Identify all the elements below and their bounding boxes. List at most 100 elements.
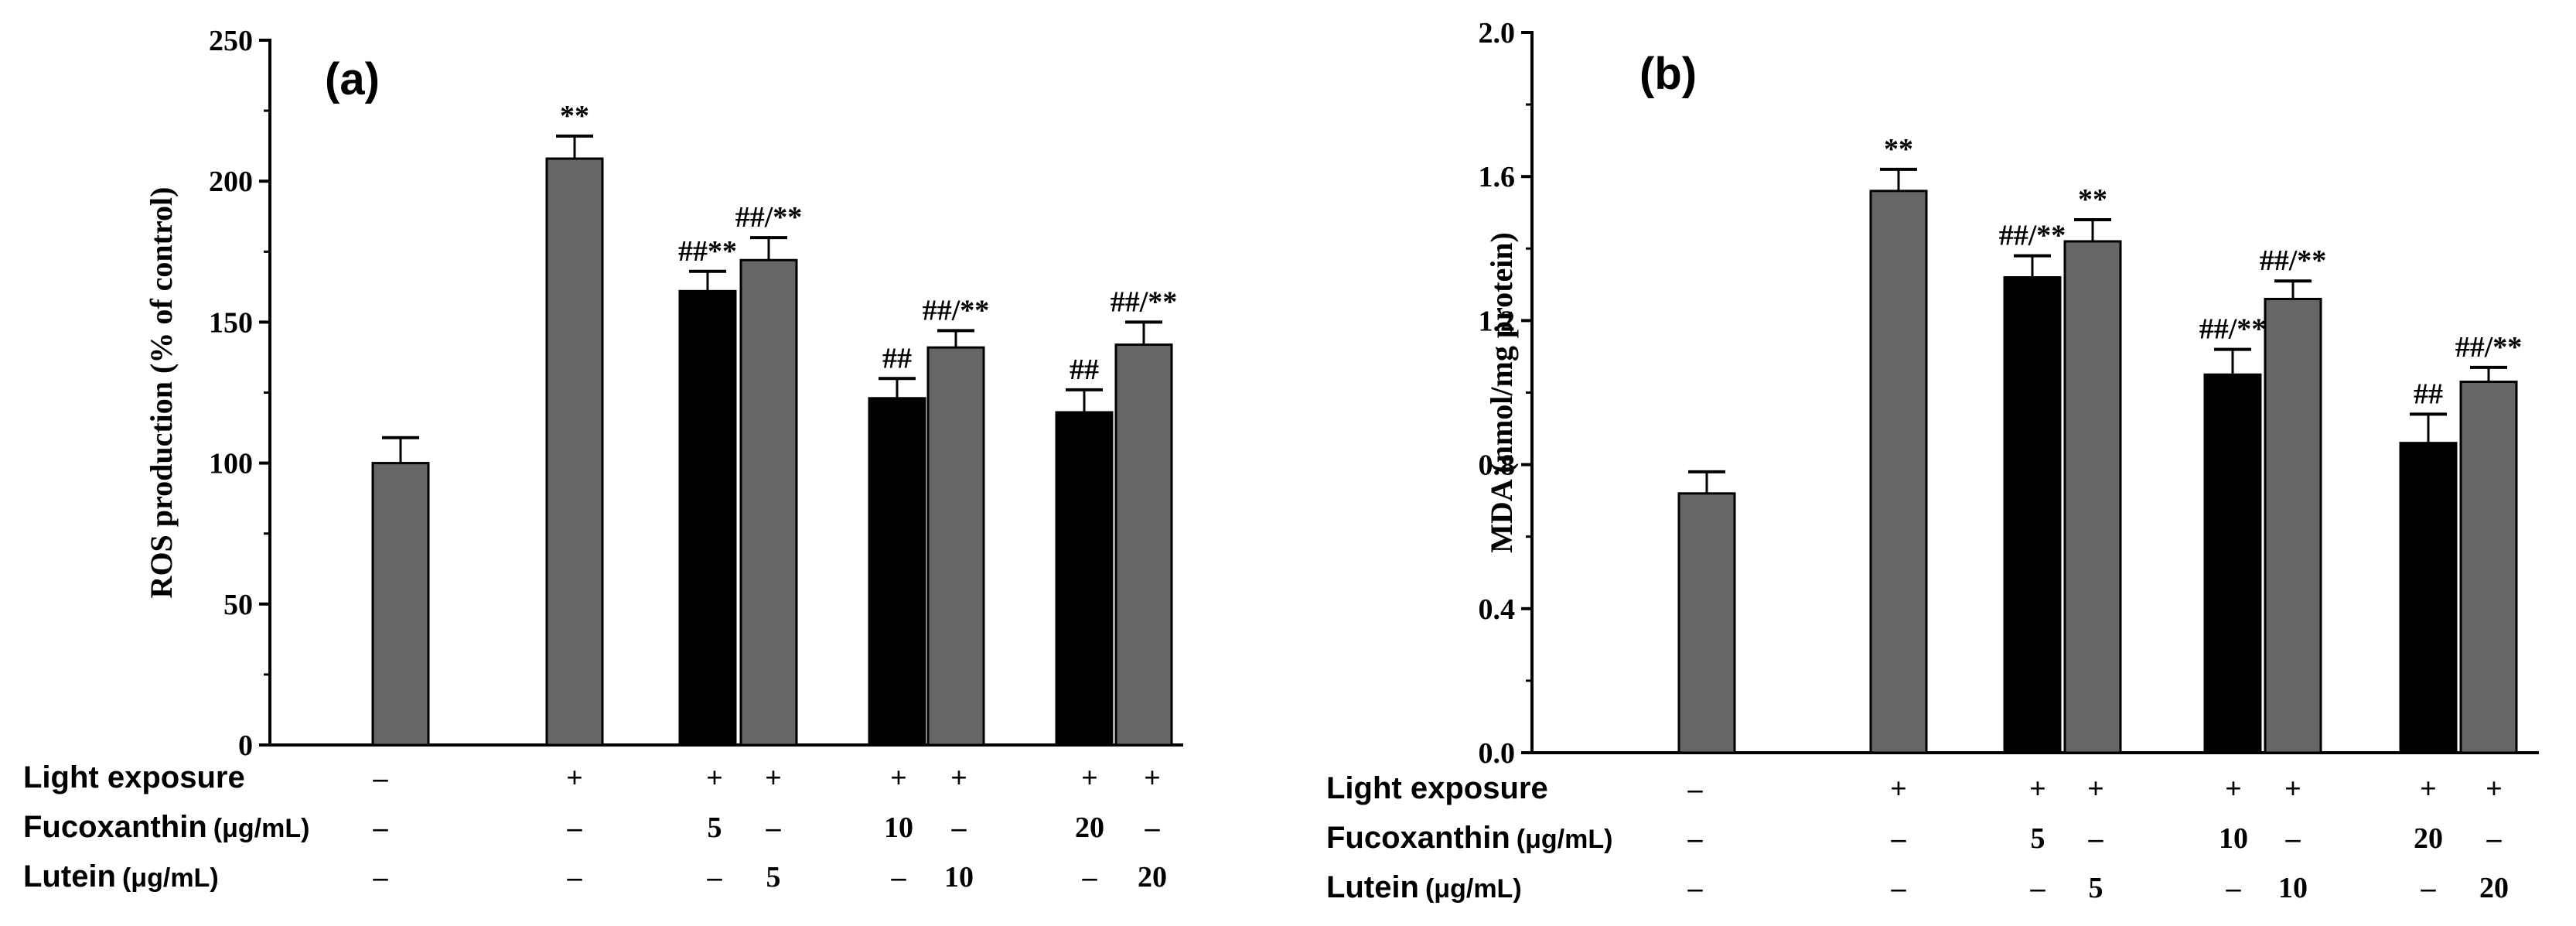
condition-value: 20 <box>2414 822 2443 855</box>
condition-value: + <box>950 762 967 794</box>
condition-name: Fucoxanthin <box>1326 821 1510 855</box>
y-tick-label: 0.4 <box>1479 593 1516 626</box>
condition-value: + <box>765 762 782 794</box>
condition-value: – <box>2030 872 2046 904</box>
condition-value: + <box>2284 773 2301 805</box>
significance-label: ** <box>2078 183 2107 216</box>
condition-value: – <box>567 812 583 844</box>
condition-value: + <box>2486 773 2503 805</box>
y-tick-label: 1.6 <box>1479 161 1516 193</box>
condition-value: – <box>951 812 967 844</box>
condition-value: – <box>766 812 782 844</box>
condition-value: – <box>373 762 389 794</box>
condition-value: + <box>2420 773 2437 805</box>
condition-value: + <box>890 762 907 794</box>
bar-lutein-group-2 <box>1869 190 1928 754</box>
condition-value: – <box>1687 773 1704 805</box>
condition-value: + <box>1890 773 1907 805</box>
condition-row-label: Fucoxanthin (μg/mL) <box>1326 821 1612 855</box>
panel-label: (b) <box>1639 49 1697 99</box>
condition-row-label: Light exposure <box>1326 771 1548 805</box>
condition-value: + <box>2087 773 2104 805</box>
significance-label: ##/** <box>2199 313 2267 346</box>
condition-value: – <box>1891 872 1907 904</box>
significance-label: ##/** <box>2455 331 2523 364</box>
bar-fucoxanthin-group-5 <box>2399 442 2458 754</box>
significance-label: ## <box>1070 354 1099 386</box>
significance-label: ** <box>560 100 589 132</box>
bar-fucoxanthin-group-4 <box>868 397 926 747</box>
condition-name: Fucoxanthin <box>23 810 207 844</box>
condition-value: 10 <box>884 812 913 844</box>
condition-row-label: Lutein (μg/mL) <box>23 859 219 894</box>
y-tick-label: 150 <box>209 306 253 339</box>
y-tick-label: 2.0 <box>1479 17 1516 50</box>
condition-value: – <box>373 861 389 894</box>
condition-value: 10 <box>2278 872 2308 904</box>
condition-value: 5 <box>708 812 722 844</box>
condition-value: – <box>891 861 907 894</box>
significance-label: ##/** <box>1111 285 1178 318</box>
bar-lutein-group-1 <box>1677 492 1736 754</box>
condition-value: 20 <box>1075 812 1104 844</box>
panel-label: (a) <box>325 54 380 104</box>
significance-label: ##/** <box>1999 220 2066 252</box>
condition-value: – <box>1145 812 1161 844</box>
condition-value: – <box>1687 822 1704 855</box>
significance-label: ##/** <box>923 294 990 326</box>
condition-value: – <box>1687 872 1704 904</box>
bar-lutein-group-4 <box>926 346 985 747</box>
condition-name: Lutein <box>23 859 116 894</box>
y-axis-title: MDA (nmol/mg protein) <box>1484 232 1519 553</box>
significance-label: ## <box>2414 378 2443 410</box>
y-tick-label: 1.2 <box>1479 305 1516 337</box>
chart-panel-b: 0.0 0.4 0.8 1.2 1.6 2.0 MDA (nmol/mg protein) (… <box>1326 17 2539 904</box>
condition-name: Light exposure <box>1326 771 1548 805</box>
condition-unit: (μg/mL) <box>1425 874 1522 904</box>
bar-lutein-group-4 <box>2264 297 2322 754</box>
condition-unit: (μg/mL) <box>1517 825 1613 854</box>
condition-value: – <box>2088 822 2104 855</box>
bar-lutein-group-3 <box>2063 240 2122 754</box>
significance-label: ##** <box>678 235 737 268</box>
condition-name: Lutein <box>1326 870 1419 904</box>
bar-lutein-group-2 <box>545 157 604 747</box>
y-tick-label: 250 <box>209 25 253 57</box>
condition-name: Light exposure <box>23 760 245 794</box>
condition-value: 20 <box>2479 872 2509 904</box>
condition-value: – <box>2486 822 2503 855</box>
significance-label: ##/** <box>735 201 803 234</box>
condition-value: + <box>1144 762 1161 794</box>
bar-lutein-group-1 <box>371 462 430 747</box>
condition-value: – <box>2285 822 2301 855</box>
chart-panel-a: 0 50 100 150 200 250 ROS production (% of cont… <box>23 25 1183 894</box>
significance-label: ** <box>1884 133 1913 166</box>
condition-value: + <box>2225 773 2242 805</box>
condition-value: – <box>567 861 583 894</box>
y-tick-label: 0.0 <box>1479 737 1516 770</box>
bar-lutein-group-3 <box>739 258 798 747</box>
condition-unit: (μg/mL) <box>213 814 310 843</box>
y-tick-label: 100 <box>209 448 253 480</box>
condition-value: + <box>566 762 583 794</box>
condition-value: – <box>1082 861 1098 894</box>
y-tick-label: 0.8 <box>1479 449 1516 482</box>
bar-fucoxanthin-group-3 <box>678 289 737 747</box>
condition-value: – <box>373 812 389 844</box>
significance-label: ##/** <box>2260 244 2327 277</box>
condition-value: 5 <box>2089 872 2103 904</box>
condition-value: – <box>1891 822 1907 855</box>
condition-row-label: Light exposure <box>23 760 245 794</box>
condition-row-label: Lutein (μg/mL) <box>1326 870 1522 904</box>
condition-value: 20 <box>1138 861 1167 894</box>
condition-value: 10 <box>2219 822 2248 855</box>
condition-value: 10 <box>944 861 974 894</box>
y-tick-label: 0 <box>238 730 253 762</box>
condition-value: + <box>706 762 723 794</box>
condition-value: – <box>2421 872 2437 904</box>
bar-fucoxanthin-group-3 <box>2003 276 2062 754</box>
condition-value: – <box>2226 872 2242 904</box>
condition-value: 5 <box>2031 822 2045 855</box>
condition-value: 5 <box>766 861 781 894</box>
